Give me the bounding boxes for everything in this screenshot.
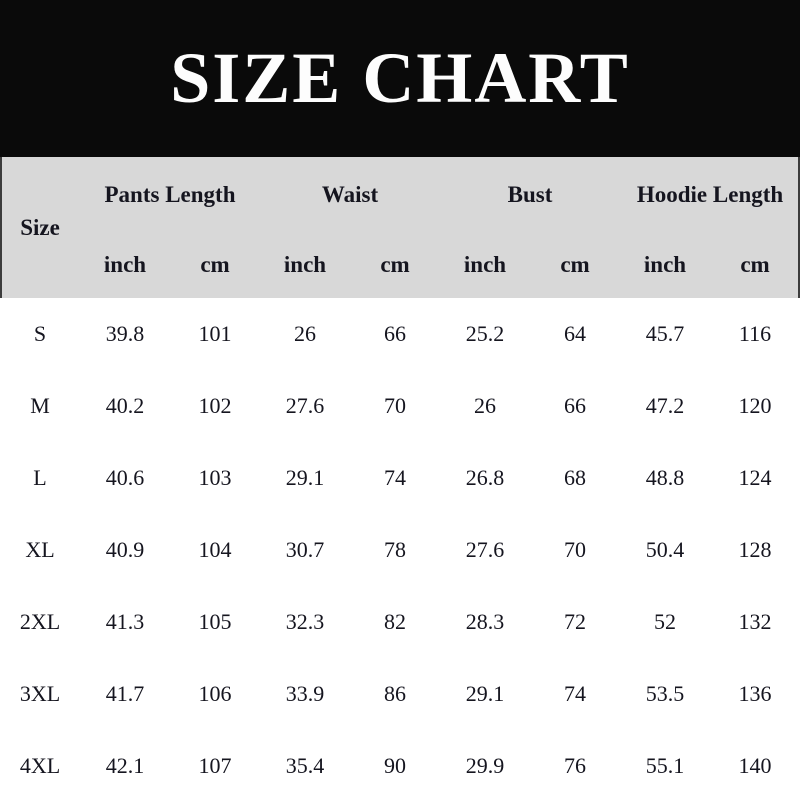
table-row: M 40.2 102 27.6 70 26 66 47.2 120: [0, 370, 800, 442]
unit-header-bust-cm: cm: [560, 252, 590, 277]
value-cell: 41.3: [80, 586, 170, 658]
value-cell: 33.9: [260, 658, 350, 730]
value-cell: 74: [530, 658, 621, 730]
value-cell: 74: [350, 442, 441, 514]
table-row: 3XL 41.7 106 33.9 86 29.1 74 53.5 136: [0, 658, 800, 730]
value-cell: 47.2: [620, 370, 711, 442]
size-cell: 2XL: [0, 586, 80, 658]
size-chart-table: Size Pants Length Waist Bust Hoodie Leng…: [0, 157, 800, 800]
value-cell: 104: [170, 514, 260, 586]
value-cell: 26.8: [440, 442, 531, 514]
table-row: S 39.8 101 26 66 25.2 64 45.7 116: [0, 298, 800, 370]
value-cell: 76: [530, 730, 621, 800]
size-cell: L: [0, 442, 80, 514]
value-cell: 40.9: [80, 514, 170, 586]
column-group-hoodie-length: Hoodie Length: [636, 181, 784, 207]
value-cell: 86: [350, 658, 441, 730]
value-cell: 25.2: [440, 298, 531, 370]
value-cell: 40.2: [80, 370, 170, 442]
value-cell: 105: [170, 586, 260, 658]
value-cell: 29.1: [440, 658, 531, 730]
value-cell: 41.7: [80, 658, 170, 730]
value-cell: 35.4: [260, 730, 350, 800]
table-row: XL 40.9 104 30.7 78 27.6 70 50.4 128: [0, 514, 800, 586]
value-cell: 27.6: [440, 514, 531, 586]
value-cell: 26: [260, 298, 350, 370]
value-cell: 101: [170, 298, 260, 370]
table-row: L 40.6 103 29.1 74 26.8 68 48.8 124: [0, 442, 800, 514]
value-cell: 45.7: [620, 298, 711, 370]
column-header-size: Size: [20, 214, 60, 240]
value-cell: 116: [710, 298, 800, 370]
value-cell: 52: [620, 586, 711, 658]
table-row: 2XL 41.3 105 32.3 82 28.3 72 52 132: [0, 586, 800, 658]
value-cell: 32.3: [260, 586, 350, 658]
value-cell: 107: [170, 730, 260, 800]
value-cell: 42.1: [80, 730, 170, 800]
value-cell: 66: [350, 298, 441, 370]
value-cell: 82: [350, 586, 441, 658]
value-cell: 70: [530, 514, 621, 586]
header-right-edge-line: [798, 157, 800, 298]
size-cell: M: [0, 370, 80, 442]
size-cell: 4XL: [0, 730, 80, 800]
column-group-pants-length: Pants Length: [104, 181, 236, 207]
value-cell: 90: [350, 730, 441, 800]
unit-header-pants-cm: cm: [200, 252, 230, 277]
value-cell: 70: [350, 370, 441, 442]
group-header-row: Size Pants Length Waist Bust Hoodie Leng…: [0, 157, 800, 240]
unit-header-row: inch cm inch cm inch cm inch cm: [0, 232, 800, 298]
value-cell: 26: [440, 370, 531, 442]
unit-header-waist-inch: inch: [283, 252, 327, 277]
value-cell: 132: [710, 586, 800, 658]
size-cell: 3XL: [0, 658, 80, 730]
value-cell: 66: [530, 370, 621, 442]
unit-header-hoodie-cm: cm: [740, 252, 770, 277]
value-cell: 120: [710, 370, 800, 442]
value-cell: 64: [530, 298, 621, 370]
title-banner: SIZE CHART: [0, 0, 800, 157]
unit-header-bust-inch: inch: [463, 252, 507, 277]
value-cell: 140: [710, 730, 800, 800]
value-cell: 28.3: [440, 586, 531, 658]
value-cell: 136: [710, 658, 800, 730]
unit-header-pants-inch: inch: [103, 252, 147, 277]
value-cell: 124: [710, 442, 800, 514]
table-row: 4XL 42.1 107 35.4 90 29.9 76 55.1 140: [0, 730, 800, 800]
column-group-waist: Waist: [321, 181, 379, 207]
value-cell: 53.5: [620, 658, 711, 730]
header-left-edge-line: [0, 157, 2, 298]
value-cell: 48.8: [620, 442, 711, 514]
value-cell: 72: [530, 586, 621, 658]
value-cell: 40.6: [80, 442, 170, 514]
value-cell: 29.9: [440, 730, 531, 800]
value-cell: 68: [530, 442, 621, 514]
value-cell: 27.6: [260, 370, 350, 442]
unit-header-hoodie-inch: inch: [643, 252, 687, 277]
size-cell: S: [0, 298, 80, 370]
value-cell: 50.4: [620, 514, 711, 586]
value-cell: 39.8: [80, 298, 170, 370]
size-cell: XL: [0, 514, 80, 586]
page-title: SIZE CHART: [170, 38, 630, 118]
value-cell: 55.1: [620, 730, 711, 800]
value-cell: 103: [170, 442, 260, 514]
value-cell: 106: [170, 658, 260, 730]
value-cell: 29.1: [260, 442, 350, 514]
table-body: S 39.8 101 26 66 25.2 64 45.7 116 M 40.2…: [0, 298, 800, 800]
value-cell: 128: [710, 514, 800, 586]
table-header: Size Pants Length Waist Bust Hoodie Leng…: [0, 157, 800, 298]
unit-header-waist-cm: cm: [380, 252, 410, 277]
value-cell: 30.7: [260, 514, 350, 586]
value-cell: 102: [170, 370, 260, 442]
value-cell: 78: [350, 514, 441, 586]
column-group-bust: Bust: [507, 181, 553, 207]
